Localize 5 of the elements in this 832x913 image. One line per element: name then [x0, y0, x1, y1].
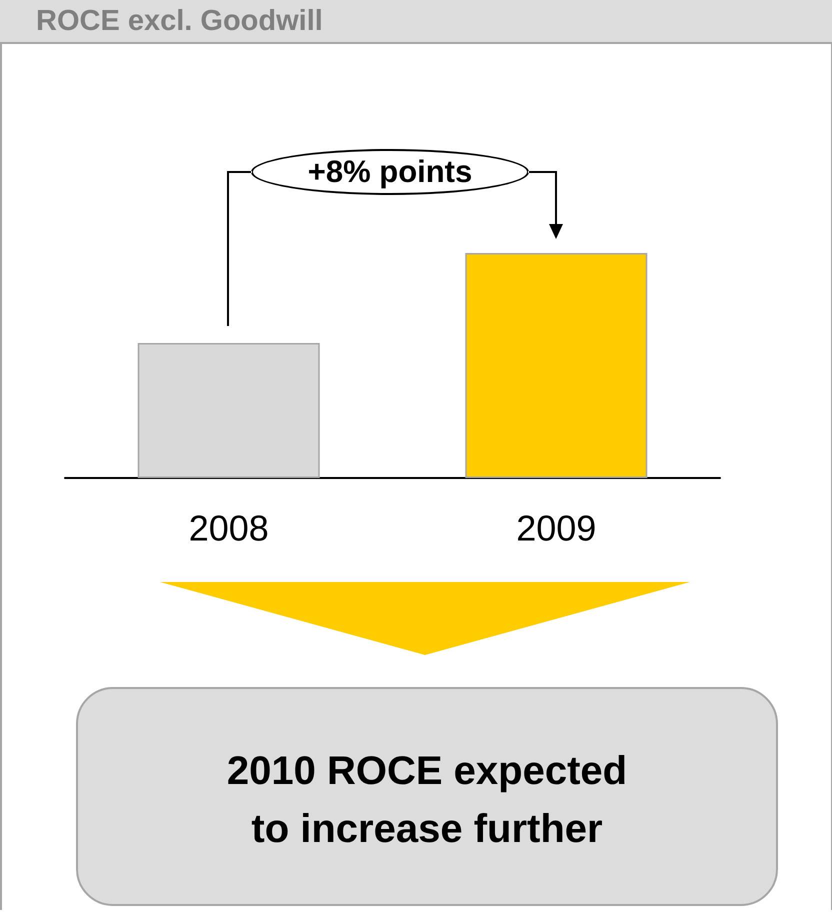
x-tick-label: 2008 — [188, 508, 269, 548]
text: +8% points — [306, 153, 474, 191]
x-tick-label: 2009 — [516, 508, 596, 548]
chart-title: ROCE excl. Goodwill — [36, 5, 323, 38]
text: 2010 ROCE expected to increase further — [226, 748, 628, 853]
